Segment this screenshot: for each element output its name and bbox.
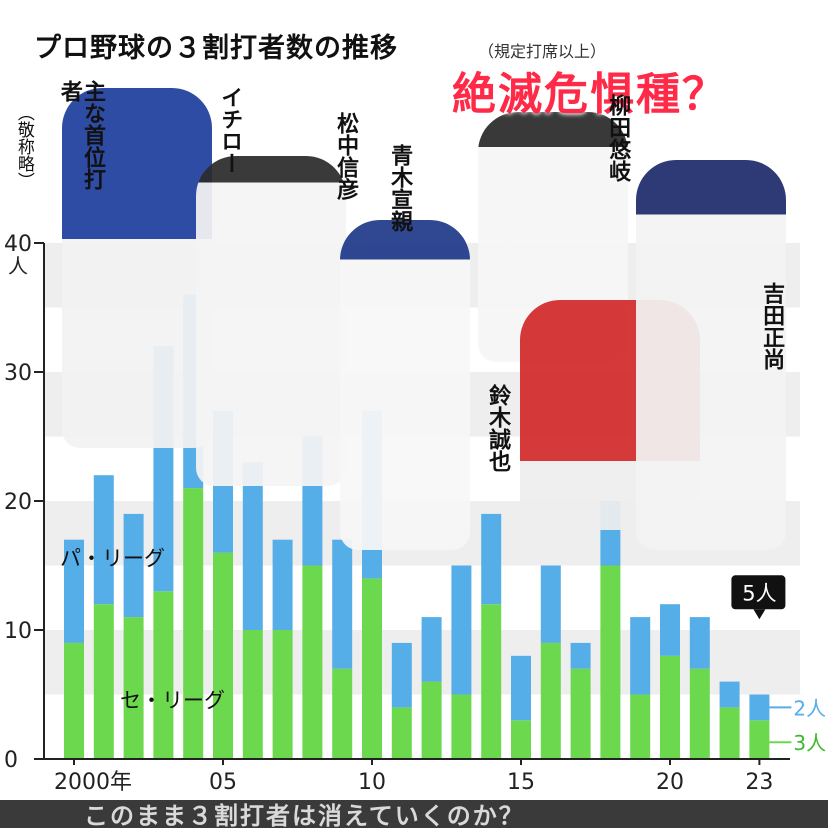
- series-label-pa: パ・リーグ: [60, 547, 165, 571]
- bar-se-2016: [540, 642, 561, 759]
- player-photo-3: [340, 220, 470, 550]
- bar-se-2012: [421, 681, 442, 759]
- bar-se-2017: [570, 668, 591, 759]
- x-tick-label: 05: [209, 770, 237, 795]
- player-name-suzuki: 鈴木誠也: [485, 384, 511, 472]
- bar-pa-2013: [451, 565, 472, 695]
- bar-se-2020: [660, 655, 680, 759]
- bar-se-2010: [362, 578, 382, 759]
- bar-pa-2016: [540, 565, 561, 643]
- bar-pa-2014: [481, 513, 502, 605]
- bar-pa-2011: [391, 642, 412, 708]
- bar-pa-2009: [332, 539, 353, 669]
- players-heading-note: （敬称略）: [13, 104, 34, 189]
- bar-pa-2000: [64, 539, 84, 643]
- y-unit-label: 人: [8, 254, 28, 278]
- bar-se-2015: [511, 720, 531, 759]
- bar-se-2003: [153, 591, 174, 759]
- player-name-yanagita: 柳田悠岐: [605, 94, 631, 182]
- total-badge-pointer: [753, 609, 766, 620]
- bar-se-2011: [391, 707, 412, 759]
- bar-se-2001: [93, 604, 114, 759]
- total-2023-label: 5人: [742, 581, 776, 605]
- bar-se-2000: [64, 642, 84, 759]
- bar-se-2006: [242, 630, 263, 759]
- bar-se-2019: [630, 694, 651, 759]
- bar-pa-2022: [719, 681, 740, 708]
- bar-se-2004: [183, 488, 204, 759]
- caption-bar: このまま３割打者は消えていくのか？: [0, 800, 828, 828]
- bar-se-2013: [451, 694, 472, 759]
- player-name-ichiro: イチロー: [217, 86, 243, 174]
- bar-pa-2015: [511, 655, 531, 721]
- bar-se-2009: [332, 668, 353, 759]
- bar-se-2023: [749, 720, 770, 759]
- player-photo-1: [62, 88, 212, 448]
- bar-pa-2002: [123, 513, 144, 618]
- y-tick-label: 10: [4, 619, 32, 644]
- y-tick-label: 0: [4, 748, 18, 773]
- bar-se-2021: [689, 668, 710, 759]
- bar-se-2005: [213, 552, 233, 759]
- bar-pa-2020: [660, 604, 680, 656]
- caption-text: このまま３割打者は消えていくのか？: [84, 802, 525, 828]
- x-tick-label: 20: [656, 770, 684, 795]
- player-name-aoki: 青木宣親: [387, 144, 413, 232]
- bar-pa-2021: [689, 617, 710, 669]
- player-name-yoshida: 吉田正尚: [759, 282, 785, 370]
- x-tick-label: 2000年: [54, 770, 132, 795]
- player-photo-6: [636, 160, 786, 550]
- bar-pa-2023: [749, 694, 770, 721]
- bar-se-2014: [481, 604, 502, 759]
- chart-title-note: （規定打席以上）: [478, 42, 607, 61]
- y-tick-label: 30: [4, 361, 32, 386]
- bar-pa-2007: [272, 539, 293, 630]
- players-heading: 主な首位打者: [56, 80, 105, 190]
- x-tick-label: 10: [358, 770, 386, 795]
- player-photo-2: [196, 156, 346, 486]
- chart-title: プロ野球の３割打者数の推移: [34, 33, 398, 64]
- headline-stamp: 絶滅危惧種？: [452, 69, 728, 120]
- bar-pa-2019: [630, 617, 651, 695]
- player-name-matsunaka: 松中信彦: [333, 112, 359, 200]
- x-tick-label: 23: [745, 770, 773, 795]
- pa-2023-label: 2人: [793, 696, 826, 720]
- series-label-se: セ・リーグ: [120, 688, 225, 712]
- bar-se-2022: [719, 707, 740, 759]
- y-tick-label: 40: [4, 232, 32, 257]
- bar-se-2007: [272, 630, 293, 759]
- bar-pa-2012: [421, 617, 442, 682]
- bar-se-2008: [302, 565, 323, 759]
- se-2023-label: 3人: [793, 731, 826, 755]
- bar-se-2018: [600, 565, 621, 759]
- bar-se-2002: [123, 617, 144, 759]
- bar-pa-2001: [93, 475, 114, 605]
- bar-pa-2017: [570, 642, 591, 669]
- total-badge: [731, 575, 786, 610]
- x-tick-label: 15: [507, 770, 535, 795]
- y-tick-label: 20: [4, 490, 32, 515]
- bar-pa-2006: [242, 462, 263, 630]
